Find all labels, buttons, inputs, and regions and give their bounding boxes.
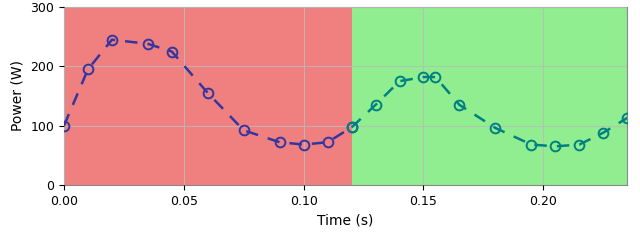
Bar <box>351 7 627 185</box>
Y-axis label: Power (W): Power (W) <box>11 60 25 132</box>
X-axis label: Time (s): Time (s) <box>317 213 374 227</box>
Bar <box>64 7 351 185</box>
